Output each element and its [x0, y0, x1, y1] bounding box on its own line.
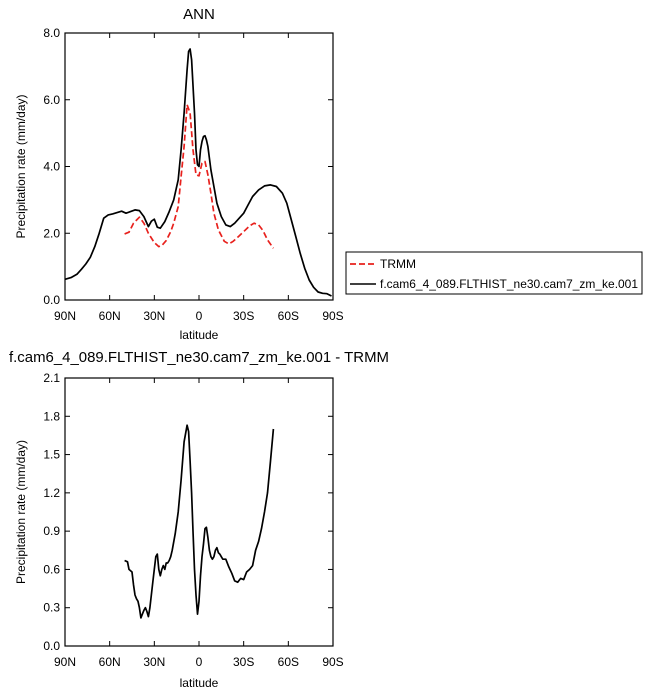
- legend-label-model: f.cam6_4_089.FLTHIST_ne30.cam7_zm_ke.001: [380, 277, 638, 291]
- bottom-panel: f.cam6_4_089.FLTHIST_ne30.cam7_zm_ke.001…: [9, 349, 389, 690]
- y-tick-label: 0.0: [43, 639, 60, 653]
- x-tick-label: 60N: [99, 655, 121, 669]
- x-tick-label: 90N: [54, 655, 76, 669]
- legend-box: [345, 251, 643, 295]
- top-chart-title: ANN: [183, 6, 215, 23]
- series-line-model: [64, 48, 332, 297]
- x-tick-label: 30S: [233, 655, 254, 669]
- y-tick-label: 1.8: [43, 409, 60, 423]
- bottom-y-axis-label: Precipitation rate (mm/day): [14, 440, 28, 584]
- legend-label-trmm: TRMM: [380, 257, 416, 271]
- y-tick-label: 4.0: [43, 160, 60, 174]
- x-tick-label: 90N: [54, 309, 76, 323]
- x-tick-label: 60S: [278, 309, 299, 323]
- x-tick-label: 60N: [99, 309, 121, 323]
- y-tick-label: 2.0: [43, 226, 60, 240]
- x-tick-label: 90S: [322, 655, 343, 669]
- series-line-model: [124, 424, 275, 619]
- y-tick-label: 6.0: [43, 93, 60, 107]
- top-x-axis: 90N 60N 30N 0 30S 60S 90S: [54, 33, 344, 323]
- top-series-lines: [64, 48, 332, 297]
- y-tick-label: 0.6: [43, 562, 60, 576]
- bottom-y-axis: 0.0 0.3 0.6 0.9 1.2 1.5 1.8 2.1: [43, 371, 333, 653]
- x-tick-label: 30N: [143, 655, 165, 669]
- top-panel: ANN 0.02.04.06.08.0 90N 60N 30N 0 30S 60S 90S …: [14, 6, 344, 342]
- y-tick-label: 0.3: [43, 601, 60, 615]
- x-tick-label: 0: [196, 655, 203, 669]
- y-tick-label: 1.5: [43, 448, 60, 462]
- x-tick-label: 90S: [322, 309, 343, 323]
- x-tick-label: 30S: [233, 309, 254, 323]
- legend: TRMM f.cam6_4_089.FLTHIST_ne30.cam7_zm_k…: [345, 251, 643, 295]
- y-tick-label: 0.0: [43, 293, 60, 307]
- y-tick-label: 2.1: [43, 371, 60, 385]
- x-tick-label: 30N: [143, 309, 165, 323]
- bottom-x-axis-label: latitude: [180, 676, 219, 690]
- top-x-axis-label: latitude: [180, 328, 219, 342]
- y-tick-label: 0.9: [43, 524, 60, 538]
- top-y-axis-label: Precipitation rate (mm/day): [14, 94, 28, 238]
- series-line-trmm: [124, 103, 275, 249]
- x-tick-label: 60S: [278, 655, 299, 669]
- bottom-chart-title: f.cam6_4_089.FLTHIST_ne30.cam7_zm_ke.001…: [9, 349, 389, 366]
- bottom-series-lines: [124, 424, 275, 619]
- bottom-x-axis: 90N 60N 30N 0 30S 60S 90S: [54, 378, 344, 669]
- top-y-axis: 0.0 2.0 4.0 6.0 8.0: [43, 26, 333, 307]
- x-tick-label: 0: [196, 309, 203, 323]
- y-tick-label: 8.0: [43, 26, 60, 40]
- y-tick-label: 1.2: [43, 486, 60, 500]
